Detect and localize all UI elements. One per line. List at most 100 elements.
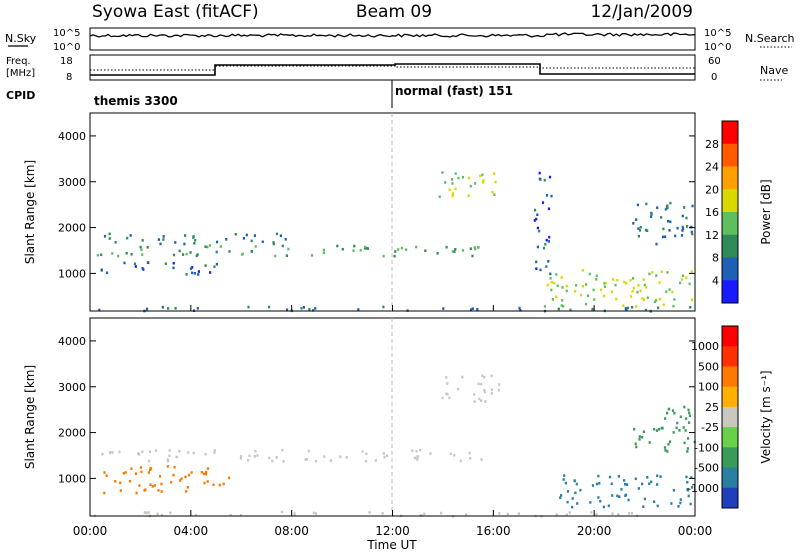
data-cell	[663, 446, 667, 449]
data-cell	[605, 281, 608, 285]
data-cell	[149, 466, 152, 470]
colorbar-tick-label: 25	[705, 401, 719, 414]
data-cell	[655, 274, 658, 277]
data-cell	[687, 437, 690, 440]
data-cell	[307, 449, 310, 453]
data-cell	[480, 399, 483, 402]
data-cell	[284, 238, 287, 241]
data-cell	[368, 511, 371, 514]
data-cell	[686, 450, 689, 453]
data-cell	[103, 491, 106, 495]
data-cell	[471, 307, 474, 310]
data-cell	[124, 471, 127, 474]
data-cell	[490, 388, 493, 391]
data-cell	[668, 407, 671, 411]
data-cell	[442, 307, 445, 310]
data-cell	[595, 512, 598, 516]
data-cell	[618, 495, 621, 498]
data-cell	[336, 244, 339, 248]
data-cell	[579, 488, 582, 492]
data-cell	[611, 512, 614, 515]
data-cell	[353, 244, 356, 248]
data-cell	[222, 482, 225, 486]
data-cell	[468, 451, 471, 455]
data-cell	[451, 182, 454, 185]
data-cell	[357, 308, 360, 311]
data-cell	[206, 245, 209, 249]
data-cell	[145, 307, 149, 311]
data-cell	[218, 483, 221, 487]
data-cell	[641, 297, 644, 300]
data-cell	[564, 481, 567, 485]
data-cell	[146, 261, 149, 264]
data-cell	[691, 486, 694, 489]
data-cell	[689, 306, 692, 309]
data-cell	[454, 187, 457, 190]
data-cell	[445, 376, 448, 379]
y-tick-label: 4000	[58, 130, 86, 143]
data-cell	[668, 229, 671, 232]
data-cell	[658, 427, 661, 431]
data-cell	[185, 252, 188, 256]
data-cell	[478, 397, 481, 401]
data-cell	[672, 489, 675, 492]
data-cell	[125, 251, 128, 255]
y-tick-label: 4000	[58, 335, 86, 348]
data-cell	[279, 234, 282, 237]
power-y-ticks: 1000 2000 3000 4000	[58, 130, 695, 280]
data-cell	[553, 281, 556, 285]
data-cell	[667, 219, 670, 223]
power-colorbar: 4 8 12 16 20 24 28	[705, 120, 739, 304]
data-cell	[160, 482, 163, 486]
data-cell	[411, 449, 414, 452]
data-cell	[242, 237, 245, 240]
data-cell	[300, 306, 303, 310]
data-cell	[451, 178, 454, 181]
data-cell	[483, 375, 486, 379]
freq-tick-top: 18	[60, 56, 73, 67]
data-cell	[482, 179, 485, 182]
data-cell	[644, 308, 647, 312]
data-cell	[215, 262, 218, 266]
data-cell	[660, 270, 663, 273]
data-cell	[397, 248, 400, 251]
data-cell	[179, 479, 182, 482]
data-cell	[645, 286, 648, 289]
data-cell	[197, 273, 200, 276]
nave-tick-top: 60	[708, 56, 721, 67]
data-cell	[174, 307, 177, 310]
data-cell	[542, 246, 546, 250]
data-cell	[314, 307, 317, 310]
data-cell	[662, 227, 665, 231]
data-cell	[673, 411, 676, 415]
data-cell	[103, 471, 106, 474]
data-cell	[608, 475, 612, 479]
data-cell	[130, 467, 133, 470]
data-cell	[139, 466, 142, 469]
y-tick-label: 1000	[58, 267, 86, 280]
data-cell	[187, 473, 191, 477]
y-tick-label: 2000	[58, 427, 86, 440]
data-cell	[534, 208, 537, 212]
data-cell	[684, 429, 687, 432]
colorbar-tick-label: -500	[694, 462, 719, 475]
data-cell	[668, 440, 672, 443]
data-cell	[535, 217, 538, 221]
data-cell	[465, 513, 468, 516]
data-cell	[168, 449, 171, 452]
data-cell	[285, 254, 288, 257]
data-cell	[345, 456, 348, 459]
freq-label-line2: [MHz]	[6, 68, 35, 79]
data-cell	[228, 476, 231, 480]
data-cell	[665, 290, 668, 294]
data-cell	[322, 251, 325, 255]
data-cell	[568, 511, 571, 514]
data-cell	[133, 262, 137, 266]
data-cell	[595, 278, 598, 281]
data-cell	[677, 505, 680, 508]
data-cell	[547, 207, 551, 211]
data-cell	[184, 475, 187, 479]
data-cell	[187, 451, 190, 454]
colorbar-tick-label: 12	[705, 229, 719, 242]
data-cell	[481, 173, 484, 177]
